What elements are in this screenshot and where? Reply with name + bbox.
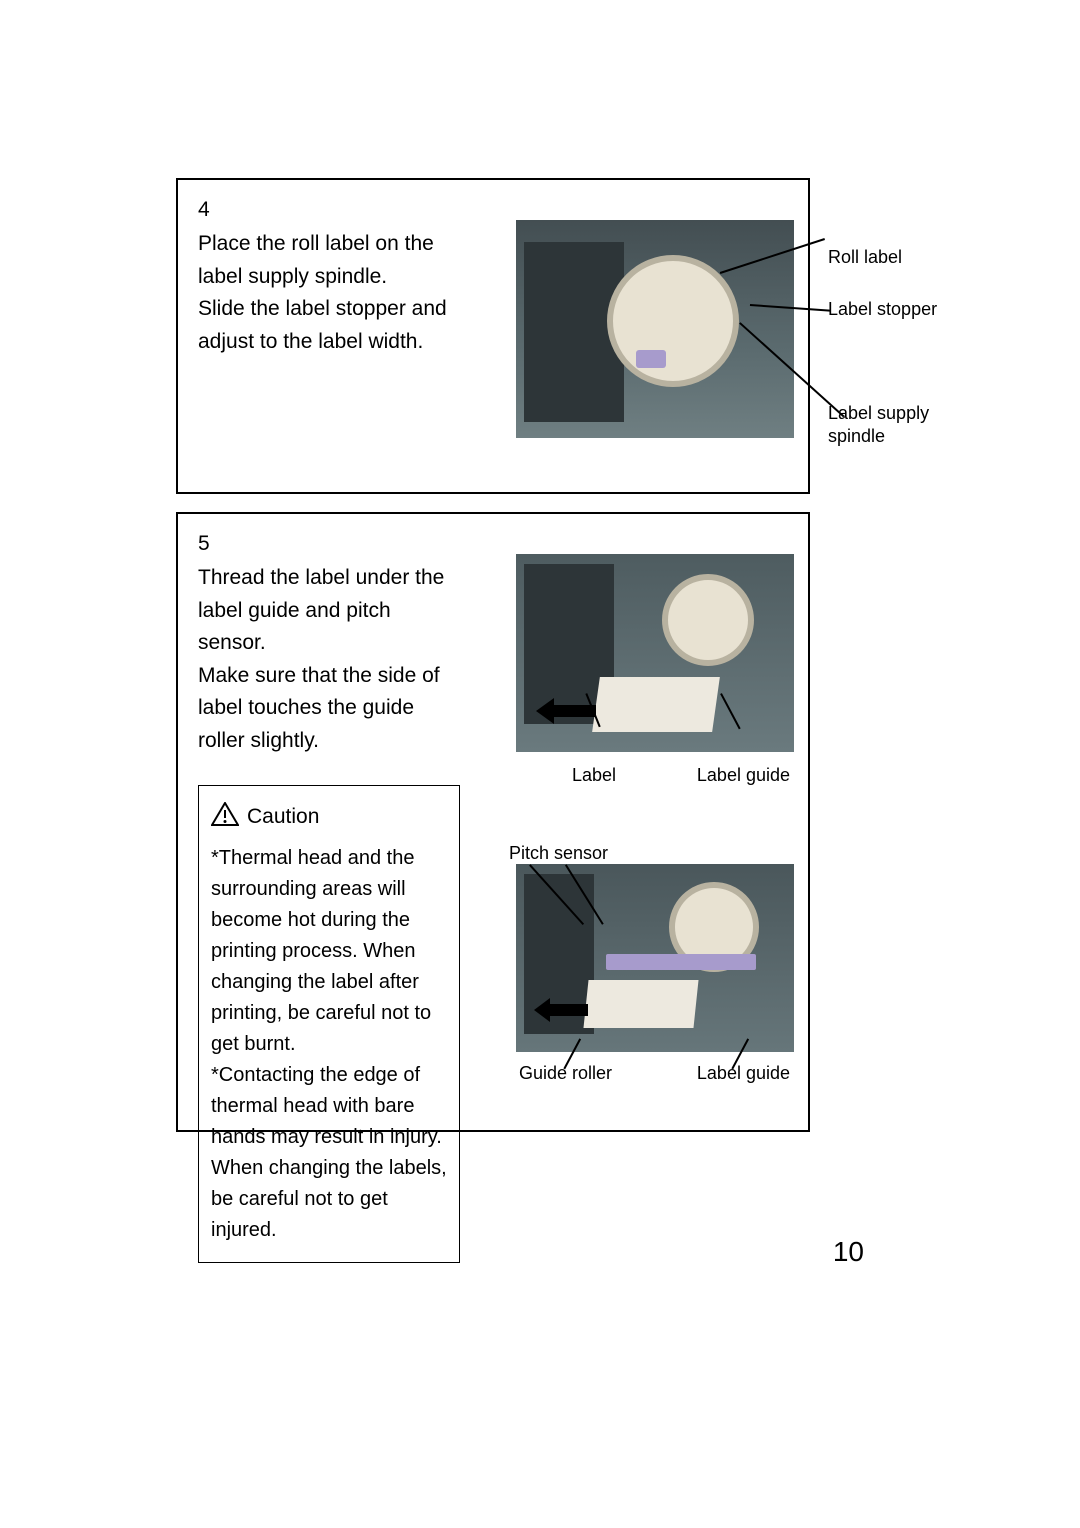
- warning-icon: [211, 802, 239, 831]
- step-4-image: [516, 220, 794, 438]
- step-4-number: 4: [198, 198, 788, 222]
- annotation-label-guide-bottom: Label guide: [697, 1062, 790, 1085]
- annotation-label: Label: [572, 764, 616, 787]
- caution-box: Caution *Thermal head and the surroundin…: [198, 785, 460, 1263]
- annotation-pitch-sensor: Pitch sensor: [509, 842, 608, 865]
- caution-header: Caution: [211, 802, 447, 831]
- annotation-label-stopper: Label stopper: [828, 298, 937, 321]
- annotation-roll-label: Roll label: [828, 246, 902, 269]
- caution-title: Caution: [247, 805, 319, 829]
- step-5-image-top: [516, 554, 794, 752]
- annotation-label-supply-spindle: Label supply spindle: [828, 402, 929, 447]
- step-4-instructions: Place the roll label on the label supply…: [198, 228, 458, 358]
- caution-body: *Thermal head and the surrounding areas …: [211, 843, 447, 1246]
- step-4-box: 4 Place the roll label on the label supp…: [176, 178, 810, 494]
- step-5-box: 5 Thread the label under the label guide…: [176, 512, 810, 1132]
- document-page: 4 Place the roll label on the label supp…: [0, 0, 1080, 1528]
- step-5-image-bottom: [516, 864, 794, 1052]
- annotation-label-guide-top: Label guide: [697, 764, 790, 787]
- step-5-number: 5: [198, 532, 788, 556]
- step-5-instructions: Thread the label under the label guide a…: [198, 562, 458, 757]
- page-number: 10: [833, 1236, 864, 1268]
